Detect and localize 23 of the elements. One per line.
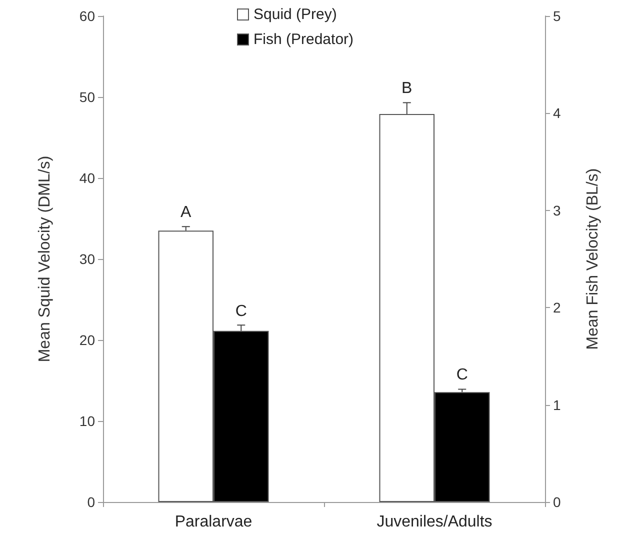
y2-tick-label: 3 (553, 202, 561, 218)
x-tick-label: Juveniles/Adults (376, 514, 492, 530)
y-tick-label: 60 (79, 8, 96, 24)
y2-tick-label: 0 (553, 494, 561, 510)
y-tick-label: 30 (79, 251, 96, 267)
annotation: B (402, 80, 412, 98)
y-tick-label: 20 (79, 332, 96, 348)
y-tick-label: 50 (79, 89, 96, 105)
legend-label: Squid (Prey) (254, 6, 337, 23)
y2-tick-label: 1 (553, 396, 561, 413)
annotation: A (180, 204, 192, 222)
y2-tick-label: 2 (553, 300, 561, 316)
y-tick-label: 40 (79, 170, 96, 186)
y-tick-label: 10 (79, 413, 96, 429)
y-tick-label: 0 (87, 494, 96, 510)
y2-tick-label: 5 (553, 8, 561, 24)
annotation: C (235, 302, 247, 320)
y2-tick-label: 4 (553, 105, 561, 122)
x-tick-label: Paralarvae (174, 514, 252, 530)
annotation: C (456, 366, 468, 384)
y2-axis-title: Mean Fish Velocity (BL/s) (584, 168, 602, 350)
legend-label: Fish (Predator) (254, 31, 354, 48)
y-axis-title: Mean Squid Velocity (DML/s) (36, 156, 54, 362)
